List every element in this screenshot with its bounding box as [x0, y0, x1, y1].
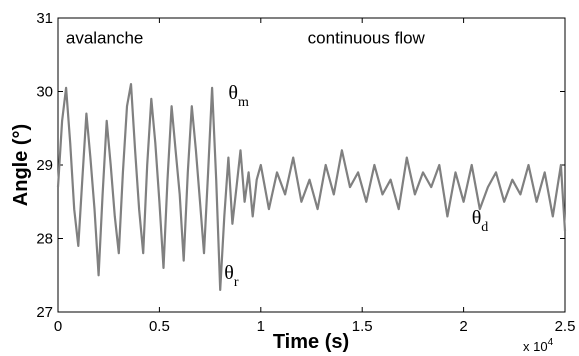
- y-axis-title: Angle (°): [10, 124, 32, 206]
- y-tick-label: 28: [36, 231, 53, 248]
- y-tick-label: 31: [36, 10, 53, 27]
- x-tick-label: 0.5: [149, 318, 170, 335]
- x-tick-label: 1: [257, 318, 265, 335]
- x-tick-label: 2: [459, 318, 467, 335]
- y-tick-label: 30: [36, 84, 53, 101]
- x-tick-label: 1.5: [352, 318, 373, 335]
- symbol-subscript: m: [238, 95, 249, 110]
- annotation-label: avalanche: [66, 29, 144, 48]
- symbol-char: θ: [228, 82, 238, 104]
- x-axis-title: Time (s): [273, 331, 349, 353]
- x-multiplier-exp: 4: [548, 337, 554, 348]
- symbol-char: θ: [224, 262, 234, 284]
- annotation-label: continuous flow: [308, 29, 426, 48]
- annotations: avalanche continuous flow: [66, 29, 426, 48]
- y-tick-label: 29: [36, 157, 53, 174]
- symbol-label: θm: [228, 82, 249, 110]
- symbol-label: θd: [472, 207, 489, 235]
- x-tick-label: 0: [54, 318, 62, 335]
- x-tick-label: 2.5: [555, 318, 576, 335]
- axis-tick-labels: 0 0.5 1 1.5 2 2.5 27 28 29 30 31: [36, 10, 575, 335]
- plot-frame: [57, 17, 566, 313]
- symbol-char: θ: [472, 207, 482, 229]
- y-tick-label: 27: [36, 304, 53, 321]
- symbol-subscript: d: [481, 220, 488, 235]
- series-line: [56, 83, 567, 291]
- symbol-subscript: r: [234, 275, 239, 290]
- axis-ticks: [57, 17, 566, 313]
- symbol-label: θr: [224, 262, 239, 290]
- x-axis-multiplier: x 104: [523, 337, 554, 354]
- x-multiplier-base: x 10: [523, 339, 548, 354]
